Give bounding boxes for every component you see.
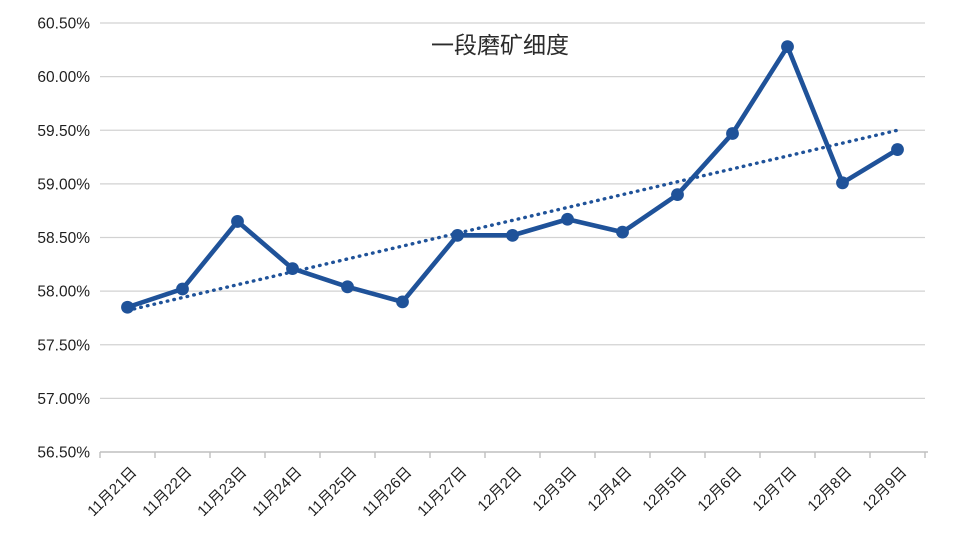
data-point — [726, 127, 739, 140]
data-point — [781, 40, 794, 53]
data-point — [616, 225, 629, 239]
y-axis-tick-label: 56.50% — [37, 445, 90, 462]
y-axis-tick-label: 57.50% — [37, 337, 90, 354]
x-axis-tick-label: 12月2日 — [474, 464, 525, 515]
x-axis-tick-label: 11月24日 — [249, 464, 305, 520]
y-axis-labels: 60.50% 60.00% 59.50% 59.00% 58.50% 58.00% 57.5… — [37, 16, 90, 462]
y-axis-tick-label: 58.00% — [37, 284, 90, 301]
data-point — [121, 300, 134, 314]
data-point — [231, 215, 244, 228]
x-axis-tick-label: 12月8日 — [804, 464, 855, 515]
x-axis-tick-label: 11月22日 — [139, 464, 195, 520]
chart-title: 一段磨矿细度 — [431, 32, 569, 58]
y-axis-tick-label: 58.50% — [37, 230, 90, 247]
x-axis-tick-label: 12月4日 — [584, 464, 635, 515]
data-point — [341, 280, 354, 294]
y-axis-tick-label: 57.00% — [37, 391, 90, 408]
series-group — [121, 40, 904, 314]
x-axis-tick-label: 12月5日 — [639, 464, 690, 515]
trendline — [125, 128, 900, 313]
data-point — [396, 295, 409, 309]
trendline-group — [125, 128, 900, 313]
x-axis-tick-label: 12月7日 — [749, 464, 800, 515]
x-axis-tick-label: 11月23日 — [194, 464, 250, 520]
x-axis-tick-label: 11月26日 — [359, 464, 415, 520]
x-axis-labels: 11月21日11月22日11月23日11月24日11月25日11月26日11月2… — [84, 464, 910, 520]
data-point — [286, 262, 299, 276]
x-axis-tick-label: 12月3日 — [529, 464, 580, 515]
x-axis-tick-label: 11月27日 — [414, 464, 470, 520]
data-point — [561, 212, 574, 226]
x-axis — [99, 451, 928, 458]
y-axis-tick-label: 59.50% — [37, 123, 90, 140]
y-axis-tick-label: 60.50% — [37, 16, 90, 33]
x-axis-tick-label: 12月9日 — [859, 464, 910, 515]
y-axis-tick-label: 60.00% — [37, 69, 90, 86]
y-axis-tick-label: 59.00% — [37, 176, 90, 193]
data-point — [891, 143, 904, 156]
x-axis-tick-label: 11月25日 — [304, 464, 360, 520]
series-line — [125, 44, 900, 310]
x-axis-tick-label: 11月21日 — [84, 464, 140, 520]
data-point — [176, 282, 189, 296]
data-point — [451, 228, 464, 242]
data-point — [671, 188, 684, 202]
data-point — [506, 228, 519, 242]
x-axis-tick-label: 12月6日 — [694, 464, 745, 515]
data-point — [836, 176, 849, 190]
